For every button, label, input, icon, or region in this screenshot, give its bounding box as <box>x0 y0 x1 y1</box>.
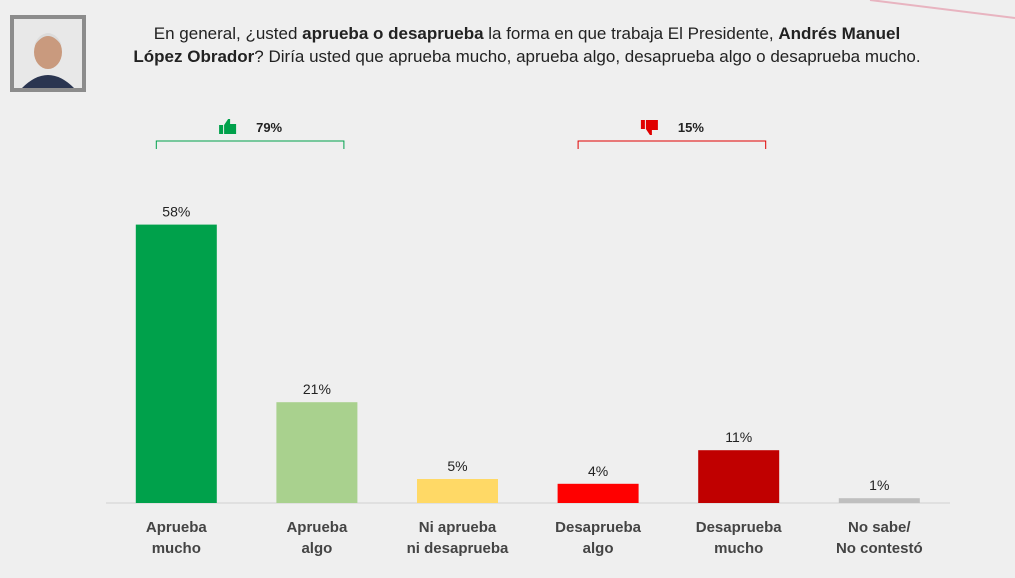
bar <box>557 483 639 503</box>
title-part: ? Diría usted que aprueba mucho, aprueba… <box>254 47 920 66</box>
title-part: En general, ¿usted <box>154 24 302 43</box>
icon-hand <box>224 119 237 134</box>
x-tick-label: Desaprueba <box>696 519 783 536</box>
bar <box>276 402 358 503</box>
portrait-face <box>34 35 62 69</box>
portrait-body <box>22 75 74 88</box>
title-part: Andrés Manuel <box>778 24 900 43</box>
chart-title: López Obrador? Diría usted que aprueba m… <box>133 47 920 66</box>
value-label: 1% <box>869 477 889 493</box>
value-label: 21% <box>303 381 331 397</box>
value-label: 11% <box>725 429 752 445</box>
group-bracket <box>155 140 345 149</box>
x-tick-label: algo <box>583 540 614 557</box>
group-bracket <box>577 140 767 149</box>
x-tick-label: Aprueba <box>146 519 208 536</box>
decor-line <box>869 0 1015 19</box>
x-tick-label: mucho <box>152 540 201 557</box>
title-part: López Obrador <box>133 47 254 66</box>
bar <box>417 479 498 503</box>
x-tick-label: algo <box>301 540 332 557</box>
x-tick-label: No sabe/ <box>848 519 911 536</box>
bar <box>698 450 780 503</box>
value-label: 58% <box>162 204 190 220</box>
bar <box>838 498 920 503</box>
bar <box>135 224 217 503</box>
icon-cuff <box>640 120 645 129</box>
chart-title: En general, ¿usted aprueba o desaprueba … <box>154 24 900 43</box>
group-label: 79% <box>256 120 282 135</box>
x-tick-label: No contestó <box>836 540 923 557</box>
portrait <box>10 15 86 92</box>
value-label: 4% <box>588 463 608 479</box>
icon-cuff <box>219 125 224 134</box>
x-tick-label: mucho <box>714 540 763 557</box>
title-part: la forma en que trabaja El Presidente, <box>484 24 779 43</box>
portrait-hair <box>34 33 62 46</box>
x-tick-label: Ni aprueba <box>419 519 497 536</box>
group-icon <box>219 119 237 134</box>
title-part: aprueba o desaprueba <box>302 24 484 43</box>
group-label: 15% <box>678 120 704 135</box>
x-tick-label: Desaprueba <box>555 519 642 536</box>
x-tick-label: ni desaprueba <box>407 540 509 557</box>
x-tick-label: Aprueba <box>286 519 348 536</box>
value-label: 5% <box>447 458 467 474</box>
group-icon <box>640 120 658 135</box>
icon-hand <box>645 120 658 135</box>
